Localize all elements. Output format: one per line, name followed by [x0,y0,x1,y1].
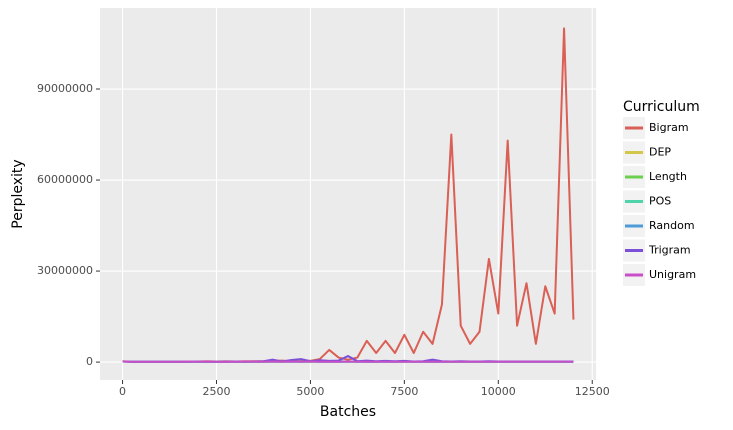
x-axis-title: Batches [320,404,376,420]
y-axis-title: Perplexity [10,159,26,228]
plot-panel [100,8,596,380]
legend-label: Length [649,170,687,183]
y-tick-label: 90000000 [37,82,93,95]
x-tick-label: 12500 [575,385,610,398]
legend-label: Random [649,219,695,232]
x-tick-label: 2500 [202,385,230,398]
y-tick-label: 30000000 [37,264,93,277]
legend-label: Unigram [649,268,696,281]
legend-label: Trigram [648,244,691,257]
legend-label: Bigram [649,121,689,134]
x-tick-label: 5000 [296,385,324,398]
x-tick-label: 7500 [390,385,418,398]
legend-label: POS [649,195,671,208]
legend-label: DEP [649,146,671,159]
y-tick-label: 60000000 [37,173,93,186]
legend-title: Curriculum [623,99,700,115]
y-tick-label: 0 [86,355,93,368]
x-tick-label: 10000 [481,385,516,398]
x-tick-label: 0 [119,385,126,398]
